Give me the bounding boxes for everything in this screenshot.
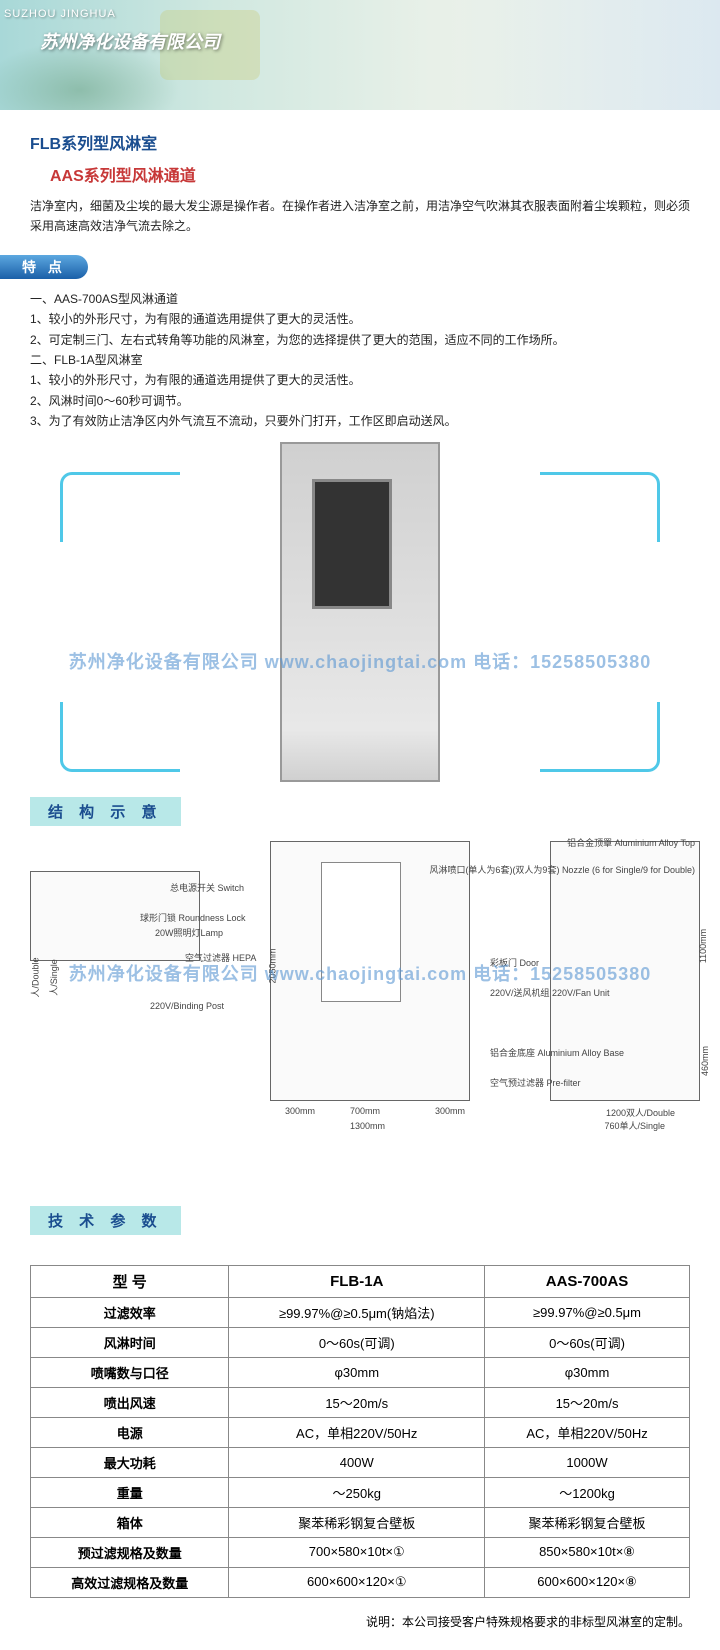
table-row: 过滤效率≥99.97%@≥0.5μm(钠焰法)≥99.97%@≥0.5μm	[31, 1297, 690, 1327]
dia-dim: 300mm	[285, 1106, 315, 1116]
frame-corner	[540, 702, 660, 772]
spec-cell: 15～20m/s	[229, 1387, 485, 1417]
structure-diagram: 铝合金顶罩 Aluminium Alloy Top 风淋喷口(单人为6套)(双人…	[0, 841, 720, 1141]
spec-cell: 重量	[31, 1477, 229, 1507]
dia-lbl-lamp: 20W照明灯Lamp	[155, 926, 223, 939]
spec-cell: φ30mm	[229, 1357, 485, 1387]
intro-text: 洁净室内，细菌及尘埃的最大发尘源是操作者。在操作者进入洁净室之前，用洁净空气吹淋…	[30, 196, 690, 237]
spec-cell: ≥99.97%@≥0.5μm(钠焰法)	[229, 1297, 485, 1327]
dia-lbl-prefilter: 空气预过滤器 Pre-filter	[490, 1076, 581, 1089]
feature-line: 一、AAS-700AS型风淋通道	[30, 289, 690, 309]
header-deco	[460, 0, 720, 110]
dia-lbl-lock: 球形门锁 Roundness Lock	[140, 911, 246, 924]
spec-cell: AC，单相220V/50Hz	[229, 1417, 485, 1447]
title-flb: FLB系列型风淋室	[30, 130, 690, 154]
product-frame	[60, 472, 660, 772]
spec-cell: 600×600×120×⑧	[485, 1567, 690, 1597]
spec-header-cell: FLB-1A	[229, 1265, 485, 1297]
spec-cell: 高效过滤规格及数量	[31, 1567, 229, 1597]
feature-line: 1、较小的外形尺寸，为有限的通道选用提供了更大的灵活性。	[30, 370, 690, 390]
dia-lbl-top: 铝合金顶罩 Aluminium Alloy Top	[567, 836, 695, 849]
table-row: 箱体聚苯稀彩钢复合壁板聚苯稀彩钢复合壁板	[31, 1507, 690, 1537]
spec-cell: 聚苯稀彩钢复合壁板	[485, 1507, 690, 1537]
frame-corner	[60, 472, 180, 542]
structure-header: 结 构 示 意	[30, 797, 181, 826]
table-row: 喷出风速15～20m/s15～20m/s	[31, 1387, 690, 1417]
table-row: 预过滤规格及数量700×580×10t×①850×580×10t×⑧	[31, 1537, 690, 1567]
spec-cell: 700×580×10t×①	[229, 1537, 485, 1567]
dia-dim: 460mm	[700, 1046, 710, 1076]
table-row: 电源AC，单相220V/50HzAC，单相220V/50Hz	[31, 1417, 690, 1447]
table-row: 重量～250kg～1200kg	[31, 1477, 690, 1507]
feature-line: 二、FLB-1A型风淋室	[30, 350, 690, 370]
feature-line: 3、为了有效防止洁净区内外气流互不流动，只要外门打开，工作区即启动送风。	[30, 411, 690, 431]
spec-cell: 过滤效率	[31, 1297, 229, 1327]
spec-cell: φ30mm	[485, 1357, 690, 1387]
spec-cell: 600×600×120×①	[229, 1567, 485, 1597]
dia-dim: 1300mm	[350, 1121, 385, 1131]
watermark: 苏州净化设备有限公司 www.chaojingtai.com 电话：152585…	[0, 648, 720, 674]
specs-header: 技 术 参 数	[30, 1206, 181, 1235]
header-company: 苏州净化设备有限公司	[40, 28, 220, 54]
dia-lbl-switch: 总电源开关 Switch	[170, 881, 244, 894]
dia-dim: 1200双人/Double	[606, 1106, 675, 1119]
table-row: 风淋时间0～60s(可调)0～60s(可调)	[31, 1327, 690, 1357]
spec-table: 型 号FLB-1AAAS-700AS 过滤效率≥99.97%@≥0.5μm(钠焰…	[30, 1265, 690, 1598]
spec-cell: 0～60s(可调)	[229, 1327, 485, 1357]
spec-header-cell: 型 号	[31, 1265, 229, 1297]
dia-dim: 700mm	[350, 1106, 380, 1116]
spec-cell: 预过滤规格及数量	[31, 1537, 229, 1567]
frame-corner	[60, 702, 180, 772]
watermark: 苏州净化设备有限公司 www.chaojingtai.com 电话：152585…	[0, 960, 720, 986]
dia-lbl-nozzle: 风淋喷口(单人为6套)(双人为9套) Nozzle (6 for Single/…	[429, 863, 695, 876]
spec-cell: AC，单相220V/50Hz	[485, 1417, 690, 1447]
dia-dim: 300mm	[435, 1106, 465, 1116]
dia-lbl-base: 铝合金底座 Aluminium Alloy Base	[490, 1046, 624, 1059]
spec-cell: 喷嘴数与口径	[31, 1357, 229, 1387]
dia-dim: 1100mm	[698, 928, 708, 962]
table-row: 最大功耗400W1000W	[31, 1447, 690, 1477]
frame-corner	[540, 472, 660, 542]
spec-cell: 0～60s(可调)	[485, 1327, 690, 1357]
spec-cell: 最大功耗	[31, 1447, 229, 1477]
table-note: 说明：本公司接受客户特殊规格要求的非标型风淋室的定制。	[30, 1613, 690, 1630]
header-banner: SUZHOU JINGHUA 苏州净化设备有限公司	[0, 0, 720, 110]
spec-cell: 1000W	[485, 1447, 690, 1477]
spec-cell: ～250kg	[229, 1477, 485, 1507]
product-window	[312, 479, 392, 609]
feature-line: 2、风淋时间0～60秒可调节。	[30, 391, 690, 411]
table-row: 喷嘴数与口径φ30mmφ30mm	[31, 1357, 690, 1387]
spec-header-cell: AAS-700AS	[485, 1265, 690, 1297]
feature-line: 1、较小的外形尺寸，为有限的通道选用提供了更大的灵活性。	[30, 309, 690, 329]
spec-cell: 850×580×10t×⑧	[485, 1537, 690, 1567]
spec-cell: 箱体	[31, 1507, 229, 1537]
spec-cell: 电源	[31, 1417, 229, 1447]
table-row: 高效过滤规格及数量600×600×120×①600×600×120×⑧	[31, 1567, 690, 1597]
features-badge: 特 点	[0, 255, 88, 279]
spec-cell: 400W	[229, 1447, 485, 1477]
feature-line: 2、可定制三门、左右式转角等功能的风淋室，为您的选择提供了更大的范围，适应不同的…	[30, 330, 690, 350]
spec-cell: 聚苯稀彩钢复合壁板	[229, 1507, 485, 1537]
dia-lbl-fan: 220V/送风机组 220V/Fan Unit	[490, 986, 610, 999]
spec-cell: 喷出风速	[31, 1387, 229, 1417]
product-photo	[280, 442, 440, 782]
dia-dim: 760单人/Single	[604, 1119, 665, 1132]
spec-cell: 风淋时间	[31, 1327, 229, 1357]
features-list: 一、AAS-700AS型风淋通道1、较小的外形尺寸，为有限的通道选用提供了更大的…	[30, 289, 690, 432]
spec-cell: ≥99.97%@≥0.5μm	[485, 1297, 690, 1327]
header-label-en: SUZHOU JINGHUA	[4, 8, 116, 20]
dia-lbl-binding: 220V/Binding Post	[150, 1001, 224, 1011]
title-aas: AAS系列型风淋通道	[30, 162, 690, 186]
spec-cell: ～1200kg	[485, 1477, 690, 1507]
spec-cell: 15～20m/s	[485, 1387, 690, 1417]
